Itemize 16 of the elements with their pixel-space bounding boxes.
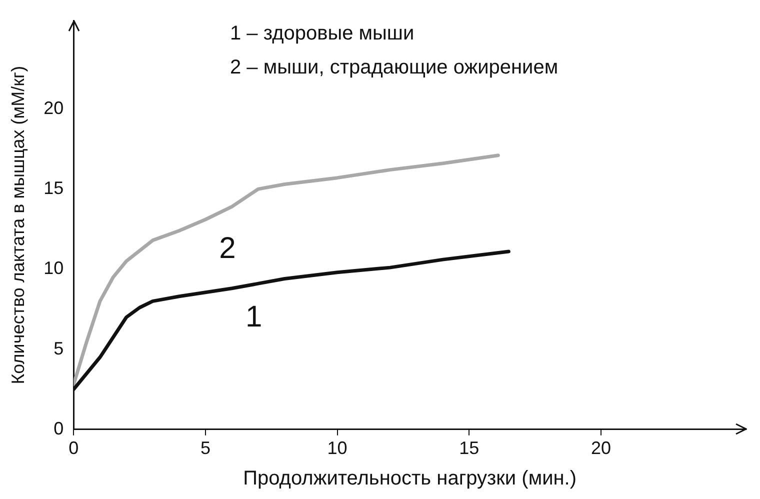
y-tick-label: 20 [44,98,64,118]
series-label: 2 [219,232,236,265]
x-tick-label: 15 [459,438,480,458]
x-tick-label: 10 [327,438,348,458]
y-tick-label: 15 [44,178,64,198]
y-axis-title: Количество лактата в мышцах (мМ/кг) [8,66,28,384]
y-tick-label: 10 [44,258,64,278]
annotation: 2 – мыши, страдающие ожирением [230,56,558,79]
x-tick-label: 20 [590,438,611,458]
y-tick-label: 0 [54,418,64,438]
annotation: 1 – здоровые мыши [230,22,414,45]
series-label: 1 [245,300,262,334]
x-tick-label: 5 [200,438,210,458]
x-tick-label: 0 [68,438,79,458]
x-axis-title: Продолжительность нагрузки (мин.) [243,468,577,490]
y-tick-label: 5 [54,338,64,358]
